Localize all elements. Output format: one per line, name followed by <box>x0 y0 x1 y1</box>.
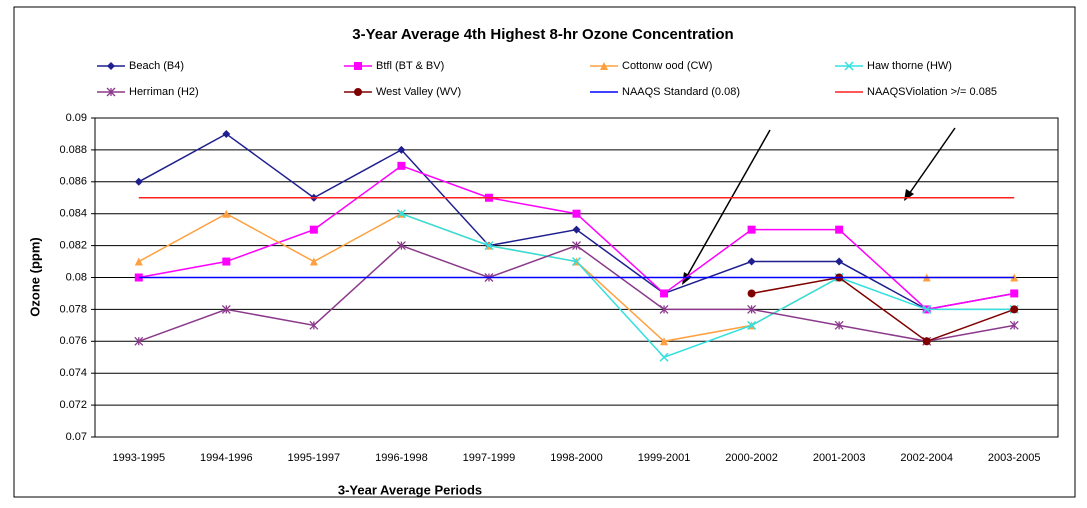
legend-label: Btfl (BT & BV) <box>376 60 444 72</box>
marker <box>572 225 581 234</box>
marker <box>397 161 406 170</box>
x-tick-label: 1993-1995 <box>112 452 165 464</box>
arrow-head <box>682 272 692 285</box>
y-tick-label: 0.08 <box>66 271 87 283</box>
marker <box>747 289 756 298</box>
y-tick-label: 0.086 <box>59 176 87 188</box>
marker <box>484 241 494 251</box>
legend-label: Haw thorne (HW) <box>867 60 952 72</box>
y-tick-label: 0.082 <box>59 240 87 252</box>
marker <box>354 62 362 70</box>
marker <box>747 257 756 266</box>
marker <box>134 257 143 266</box>
marker <box>571 257 582 267</box>
legend-label: Herriman (H2) <box>129 86 199 98</box>
x-tick-label: 1998-2000 <box>550 452 603 464</box>
y-tick-label: 0.084 <box>59 208 87 220</box>
x-tick-label: 1997-1999 <box>463 452 516 464</box>
y-tick-label: 0.078 <box>59 303 87 315</box>
y-tick-label: 0.074 <box>59 367 87 379</box>
marker <box>660 337 669 346</box>
marker <box>221 304 231 314</box>
marker <box>1010 289 1019 298</box>
marker <box>107 62 115 70</box>
marker <box>835 225 844 234</box>
marker <box>747 304 757 314</box>
y-tick-label: 0.076 <box>59 335 87 347</box>
x-tick-label: 2002-2004 <box>900 452 953 464</box>
marker <box>1009 320 1019 330</box>
marker <box>134 177 143 186</box>
marker <box>660 289 669 298</box>
series-line <box>401 212 1015 359</box>
marker <box>572 209 581 218</box>
x-tick-label: 1994-1996 <box>200 452 253 464</box>
x-tick-label: 2001-2003 <box>813 452 866 464</box>
marker <box>844 61 854 71</box>
marker <box>106 87 116 97</box>
series-line <box>751 276 1015 343</box>
marker <box>1010 305 1019 314</box>
marker <box>222 257 231 266</box>
marker <box>309 225 318 234</box>
arrow <box>908 127 956 195</box>
marker <box>572 241 581 251</box>
legend-label: West Valley (WV) <box>376 86 461 98</box>
x-tick-label: 1996-1998 <box>375 452 428 464</box>
marker <box>309 320 319 330</box>
y-tick-label: 0.088 <box>59 144 87 156</box>
marker <box>397 145 406 154</box>
y-tick-label: 0.072 <box>59 399 87 411</box>
marker <box>222 209 231 218</box>
marker <box>747 320 757 330</box>
marker <box>134 336 144 346</box>
marker <box>396 241 406 251</box>
arrow <box>685 129 771 279</box>
y-axis-title: Ozone (ppm) <box>27 237 42 316</box>
marker <box>835 257 844 266</box>
y-tick-label: 0.07 <box>66 431 87 443</box>
marker <box>834 320 844 330</box>
marker <box>922 304 932 314</box>
x-tick-label: 1995-1997 <box>288 452 341 464</box>
x-axis-title: 3-Year Average Periods <box>338 482 482 497</box>
marker <box>309 257 318 266</box>
marker <box>747 225 756 234</box>
marker <box>659 304 669 314</box>
marker <box>600 62 608 70</box>
legend-label: Beach (B4) <box>129 60 184 72</box>
marker <box>659 352 669 362</box>
chart-frame <box>13 6 1076 498</box>
legend-label: NAAQSViolation >/= 0.085 <box>867 86 997 98</box>
marker <box>222 129 231 138</box>
legend-label: NAAQS Standard (0.08) <box>622 86 740 98</box>
x-tick-label: 2000-2002 <box>725 452 778 464</box>
x-tick-label: 2003-2005 <box>988 452 1041 464</box>
marker <box>354 88 362 96</box>
x-tick-label: 1999-2001 <box>638 452 691 464</box>
legend-label: Cottonw ood (CW) <box>622 60 712 72</box>
marker <box>922 337 931 346</box>
marker <box>396 209 406 219</box>
chart-title: 3-Year Average 4th Highest 8-hr Ozone Co… <box>352 26 733 43</box>
y-tick-label: 0.09 <box>66 112 87 124</box>
